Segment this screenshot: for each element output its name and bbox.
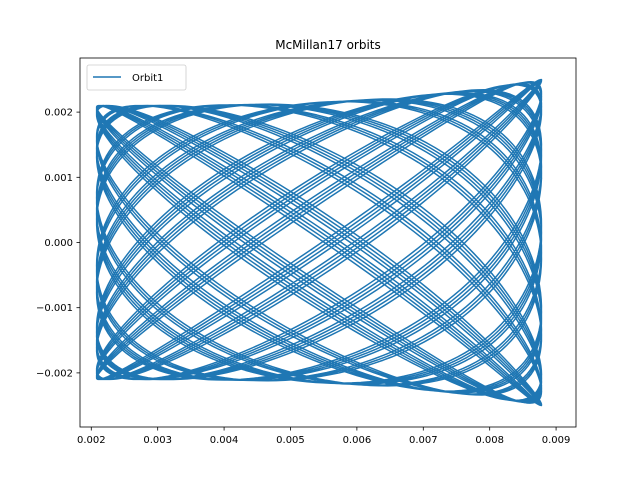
x-tick-label: 0.007: [409, 435, 438, 446]
legend: Orbit1: [86, 64, 187, 91]
legend-box: [86, 64, 187, 91]
x-tick-label: 0.005: [276, 435, 305, 446]
y-tick-label: −0.001: [36, 303, 73, 314]
x-tick-label: 0.009: [542, 435, 571, 446]
plot-area: [95, 78, 543, 407]
x-tick-label: 0.008: [475, 435, 504, 446]
plot-frame: [79, 57, 577, 428]
orbit1-line: [95, 78, 543, 407]
series-layer: [95, 78, 543, 407]
y-tick-label: 0.001: [44, 173, 73, 184]
chart-title: McMillan17 orbits: [275, 38, 381, 52]
x-tick-label: 0.003: [143, 435, 172, 446]
x-tick-label: 0.002: [77, 435, 106, 446]
x-tick-label: 0.006: [343, 435, 372, 446]
y-axis: −0.002 −0.001 0.000 0.001 0.002: [36, 108, 80, 379]
legend-label: Orbit1: [132, 73, 163, 84]
x-tick-label: 0.004: [210, 435, 239, 446]
x-axis: 0.002 0.003 0.004 0.005 0.006 0.007 0.008 0.009: [77, 427, 570, 446]
y-tick-label: 0.002: [44, 108, 73, 119]
y-tick-label: −0.002: [36, 368, 73, 379]
y-tick-label: 0.000: [44, 238, 73, 249]
